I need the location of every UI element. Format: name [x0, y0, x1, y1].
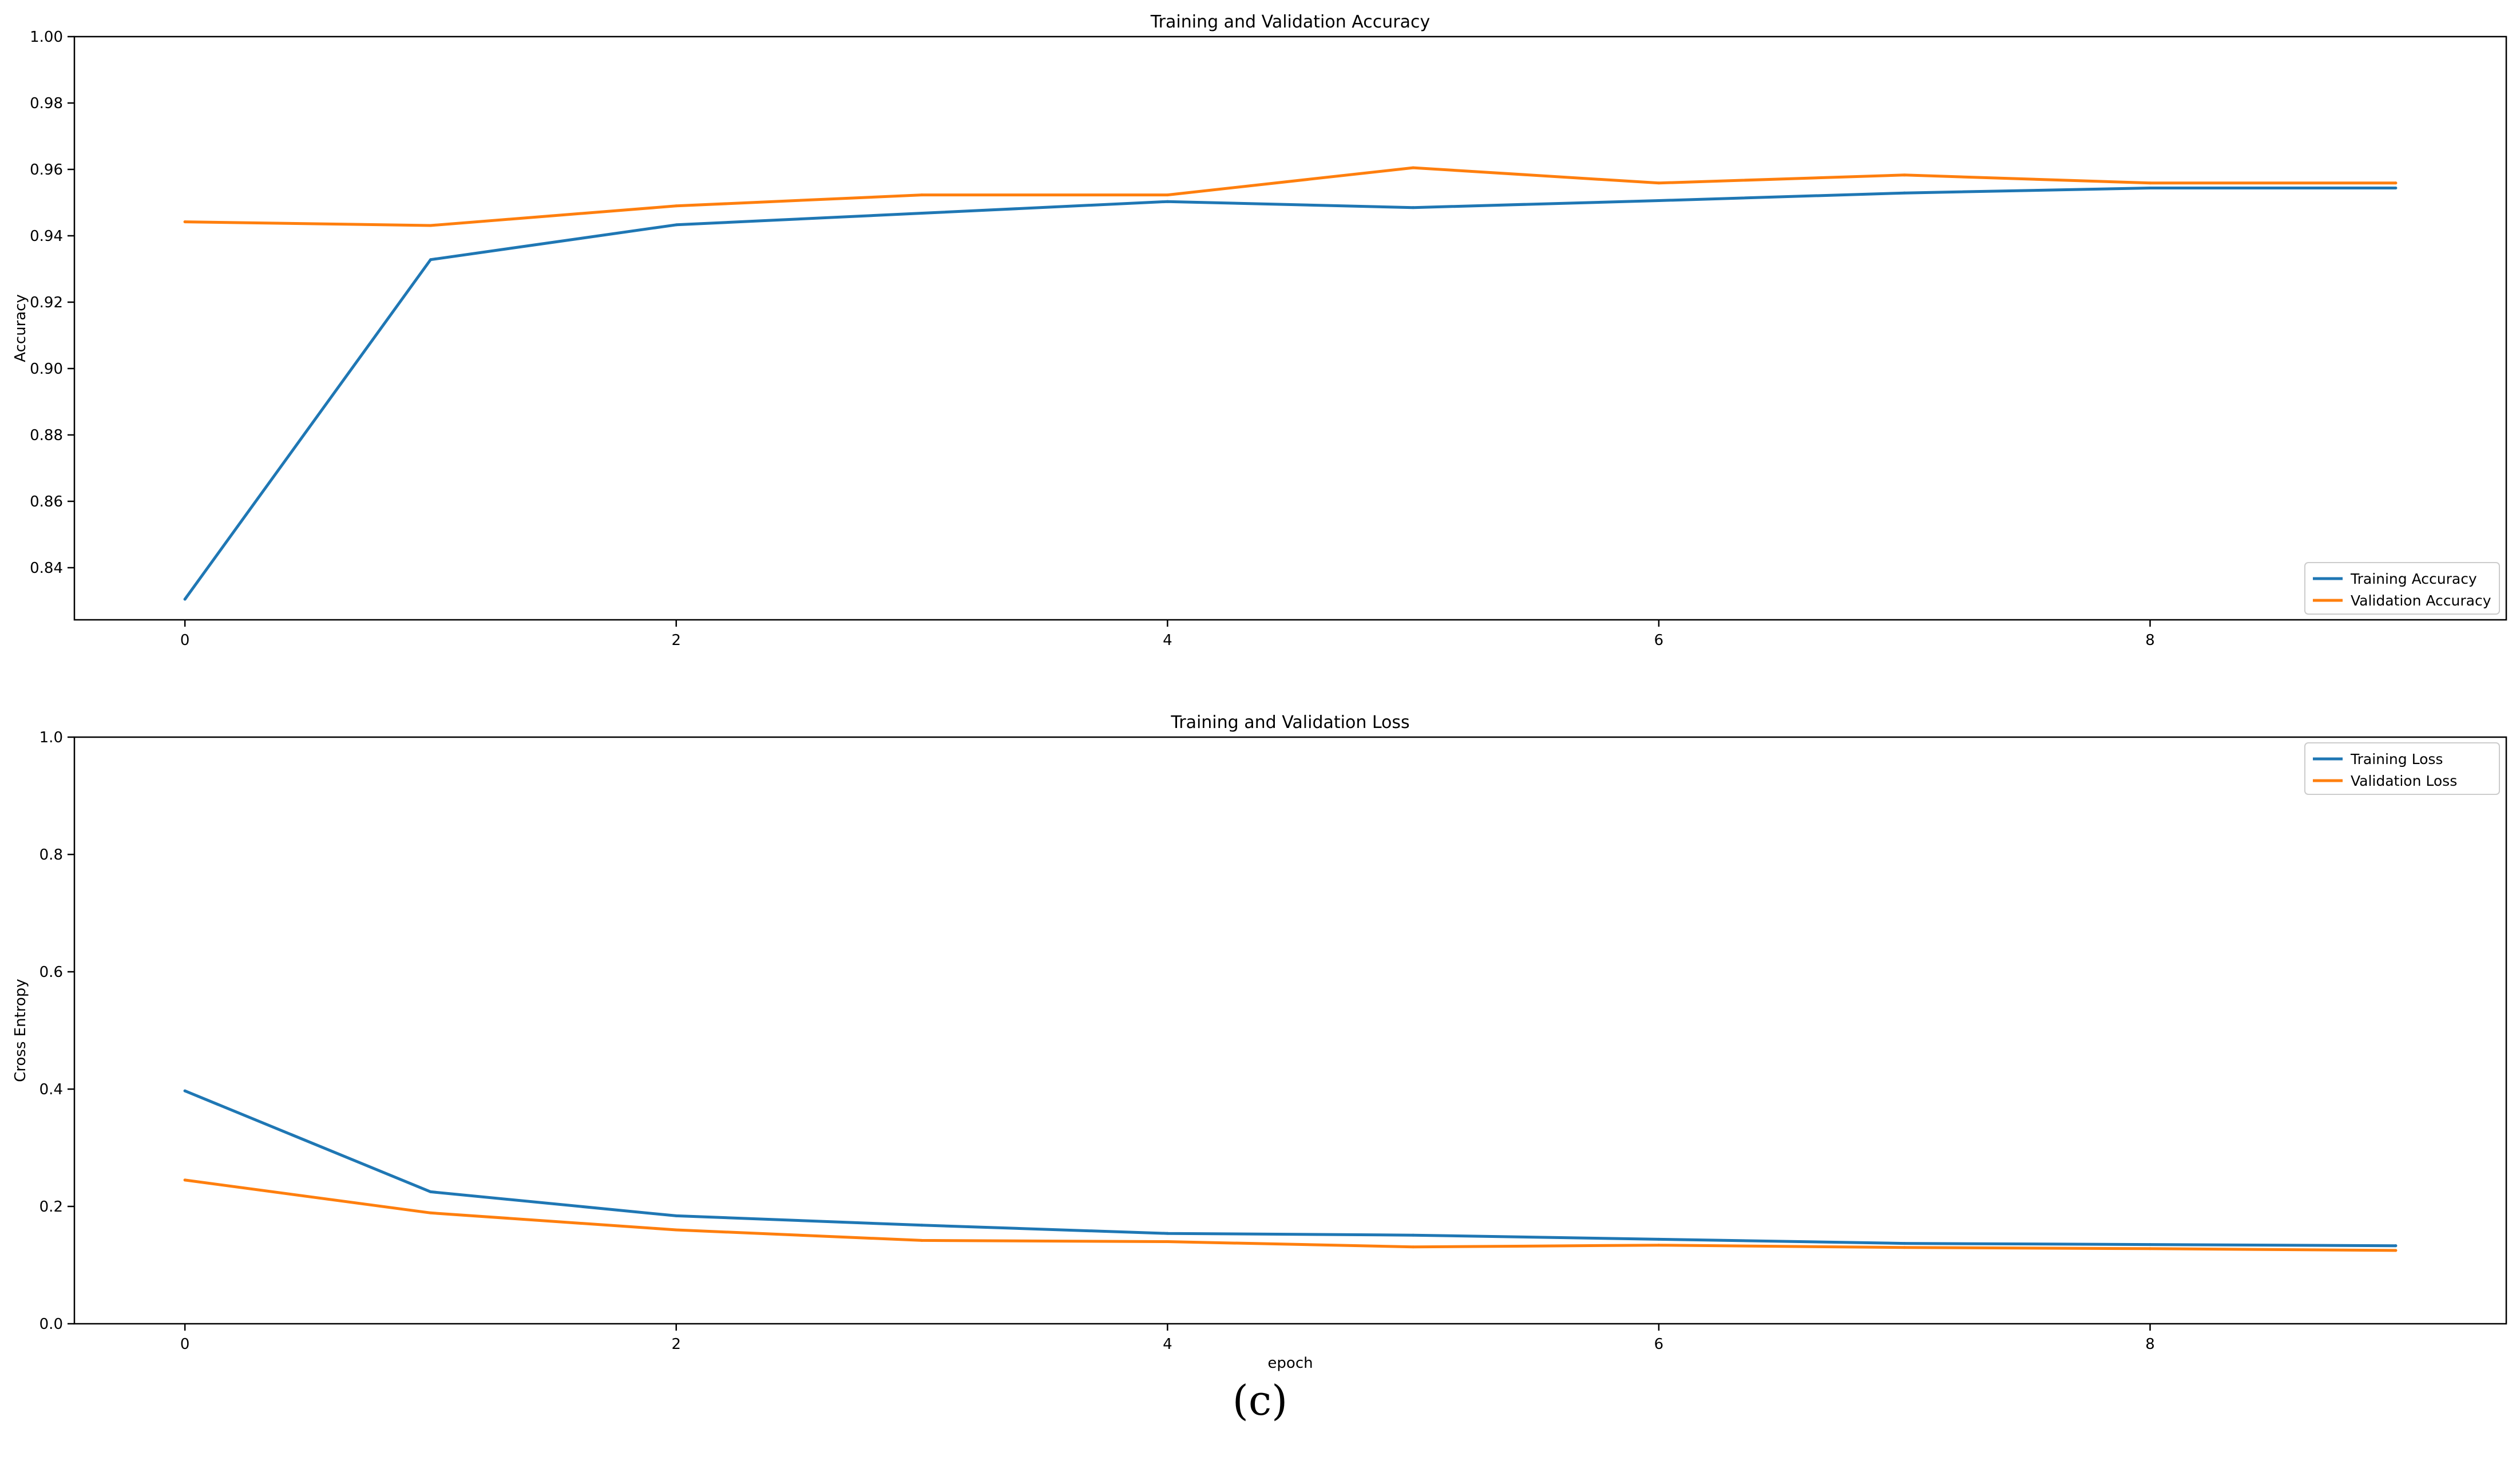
legend-label-validation: Validation Accuracy — [2351, 592, 2491, 609]
legend: Training Loss Validation Loss — [2304, 742, 2500, 795]
x-tick-label: 6 — [1654, 1336, 1664, 1353]
data-point-training — [1903, 1242, 1906, 1245]
x-tick-label: 0 — [180, 632, 190, 649]
series-line-training — [183, 1089, 2398, 1248]
data-point-training — [429, 258, 432, 262]
x-tick-label: 0 — [180, 1336, 190, 1353]
data-point-validation — [675, 204, 678, 208]
data-point-validation — [2149, 181, 2152, 185]
data-point-training — [1657, 199, 1661, 203]
x-tick-label: 2 — [671, 632, 681, 649]
data-point-validation — [920, 1238, 924, 1242]
data-point-validation — [920, 193, 924, 197]
y-tick-label: 0.98 — [30, 95, 63, 112]
series-line-validation — [183, 166, 2398, 227]
legend-label-validation: Validation Loss — [2351, 773, 2457, 789]
data-point-training — [1903, 191, 1906, 195]
y-tick-label: 0.2 — [39, 1198, 63, 1216]
accuracy-chart: Training and Validation Accuracy 0 2 4 6 8 0.8… — [12, 12, 2507, 649]
data-point-validation — [1903, 173, 1906, 177]
data-point-training — [675, 1214, 678, 1217]
data-point-validation — [429, 1211, 432, 1214]
data-point-validation — [183, 1178, 187, 1182]
legend-box — [2304, 742, 2500, 795]
y-tick-label: 0.4 — [39, 1081, 63, 1098]
data-point-training — [2394, 1244, 2398, 1248]
y-tick-label: 0.84 — [30, 560, 63, 577]
y-tick-label: 0.6 — [39, 964, 63, 981]
data-point-validation — [183, 220, 187, 224]
data-point-training — [675, 223, 678, 227]
data-point-validation — [1166, 1240, 1169, 1243]
data-point-training — [2149, 1243, 2152, 1246]
data-point-training — [920, 212, 924, 215]
y-tick-label: 0.96 — [30, 161, 63, 179]
legend-box — [2304, 562, 2500, 615]
data-point-training — [1166, 1232, 1169, 1235]
y-tick-label: 0.94 — [30, 228, 63, 245]
x-tick-label: 6 — [1654, 632, 1664, 649]
data-point-training — [1412, 1233, 1415, 1237]
data-point-training — [2394, 186, 2398, 189]
legend: Training Accuracy Validation Accuracy — [2304, 562, 2500, 615]
data-point-training — [2149, 186, 2152, 189]
y-tick-label: 0.8 — [39, 846, 63, 864]
data-point-validation — [1412, 166, 1415, 169]
y-tick-label: 0.88 — [30, 427, 63, 444]
y-axis-label: Cross Entropy — [12, 979, 29, 1082]
data-point-validation — [2394, 1249, 2398, 1252]
series-line-training — [183, 187, 2398, 601]
y-tick-label: 0.86 — [30, 493, 63, 511]
plot-frame — [73, 35, 2507, 621]
data-point-validation — [1166, 193, 1169, 197]
loss-chart: Training and Validation Loss 0 2 4 6 8 0.0 0.2 0… — [12, 713, 2507, 1372]
data-point-validation — [675, 1228, 678, 1232]
data-point-training — [1657, 1237, 1661, 1241]
y-axis-label: Accuracy — [12, 294, 29, 362]
data-point-training — [183, 597, 187, 601]
data-point-training — [1166, 200, 1169, 203]
x-tick-label: 8 — [2145, 632, 2155, 649]
chart-title: Training and Validation Accuracy — [1150, 12, 1431, 32]
data-point-validation — [429, 224, 432, 227]
data-point-validation — [2394, 181, 2398, 185]
x-axis-label: epoch — [1267, 1355, 1313, 1372]
figure-caption: (c) — [1232, 1376, 1288, 1424]
x-tick-label: 4 — [1163, 1336, 1172, 1353]
data-point-training — [1412, 206, 1415, 209]
data-point-validation — [1657, 1244, 1661, 1247]
data-point-validation — [1903, 1246, 1906, 1249]
y-tick-label: 1.0 — [39, 729, 63, 746]
x-tick-label: 8 — [2145, 1336, 2155, 1353]
x-tick-label: 4 — [1163, 632, 1172, 649]
data-point-validation — [1412, 1245, 1415, 1249]
y-tick-label: 0.92 — [30, 294, 63, 311]
legend-label-training: Training Loss — [2350, 751, 2443, 767]
data-point-training — [429, 1190, 432, 1193]
y-tick-label: 0.0 — [39, 1316, 63, 1333]
chart-title: Training and Validation Loss — [1170, 713, 1409, 733]
legend-label-training: Training Accuracy — [2350, 571, 2477, 587]
series-line-validation — [183, 1178, 2398, 1252]
data-point-validation — [1657, 181, 1661, 185]
data-point-training — [920, 1224, 924, 1227]
y-tick-label: 0.90 — [30, 361, 63, 378]
data-point-validation — [2149, 1247, 2152, 1250]
y-tick-label: 1.00 — [30, 29, 63, 46]
data-point-training — [183, 1089, 187, 1093]
x-tick-label: 2 — [671, 1336, 681, 1353]
plot-frame — [73, 736, 2507, 1325]
